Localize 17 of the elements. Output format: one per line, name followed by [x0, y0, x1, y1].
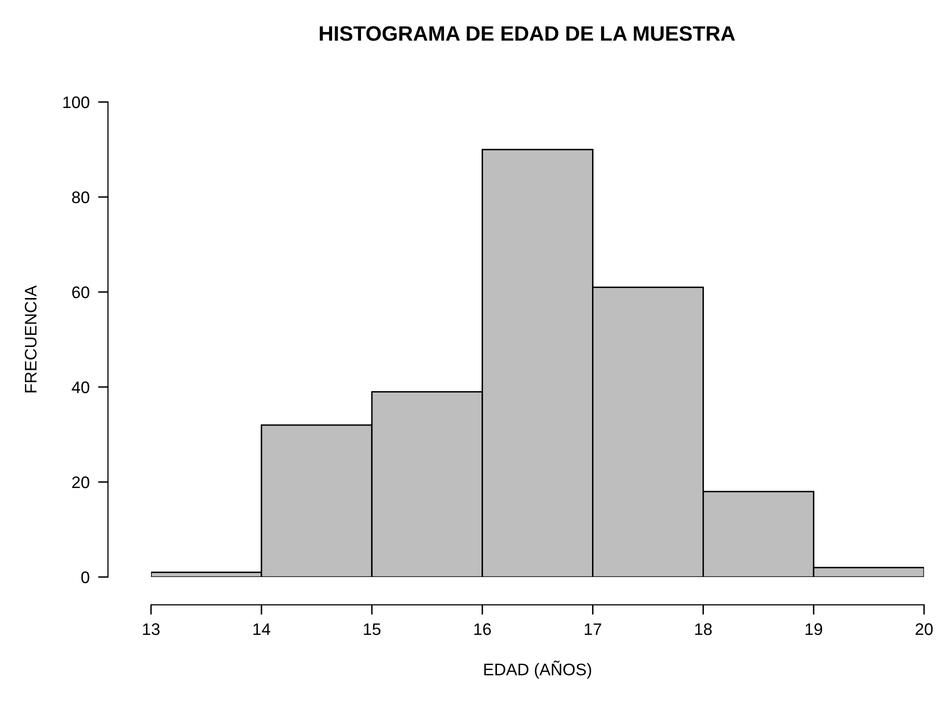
x-tick-label: 16 [474, 623, 491, 636]
x-tick-label: 13 [143, 623, 160, 636]
y-tick-label: 60 [72, 286, 90, 298]
x-axis-title: EDAD (AÑOS) [484, 660, 592, 679]
x-tick-label: 18 [695, 623, 712, 636]
x-tick-label: 17 [584, 623, 602, 635]
y-tick-label: 80 [72, 191, 90, 204]
y-tick-label: 0 [81, 571, 90, 584]
y-axis-title: FRECUENCIA [24, 285, 37, 392]
chart-title: HISTOGRAMA DE EDAD DE LA MUESTRA [320, 26, 735, 41]
x-tick-label: 20 [916, 623, 933, 636]
x-tick-label: 15 [364, 623, 380, 636]
y-tick-label: 40 [72, 381, 90, 394]
x-tick-label: 19 [806, 623, 822, 636]
y-tick-label: 100 [63, 96, 90, 108]
x-tick-label: 14 [253, 623, 270, 635]
y-tick-label: 20 [72, 476, 90, 488]
